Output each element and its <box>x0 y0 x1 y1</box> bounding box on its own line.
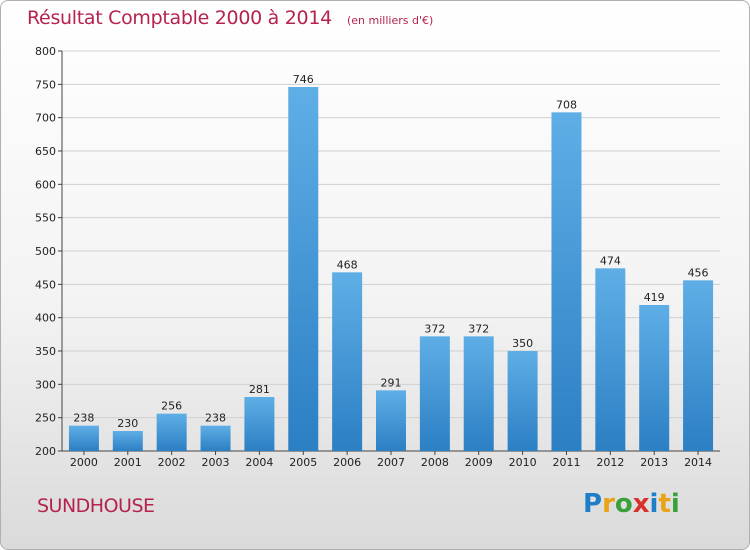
bar <box>376 390 406 451</box>
x-tick-label: 2012 <box>596 456 624 469</box>
y-tick-label: 750 <box>35 78 56 91</box>
bar <box>244 397 275 451</box>
logo-letter: x <box>632 489 650 519</box>
data-label: 238 <box>73 412 94 425</box>
bar <box>419 336 450 451</box>
x-tick-label: 2004 <box>245 456 273 469</box>
labels-layer: 238 230 256 238 281 746 468 291 372 372 350 708 474 4… <box>73 73 708 430</box>
data-label: 238 <box>205 412 226 425</box>
data-label: 708 <box>556 98 577 111</box>
place-name: SUNDHOUSE <box>37 495 155 517</box>
proxiti-logo[interactable]: Proxiti <box>583 489 680 519</box>
x-tick-label: 2013 <box>640 456 668 469</box>
data-label: 372 <box>424 322 445 335</box>
bar <box>332 272 363 451</box>
y-tick-label: 600 <box>35 178 56 191</box>
y-tick-label: 650 <box>35 145 56 158</box>
x-tick-label: 2006 <box>333 456 361 469</box>
bar <box>595 268 626 451</box>
x-tick-label: 2014 <box>684 456 712 469</box>
bar <box>112 431 143 451</box>
y-tick-label: 500 <box>35 245 56 258</box>
bars-layer <box>68 87 714 451</box>
x-tick-label: 2011 <box>552 456 580 469</box>
bar <box>156 413 187 451</box>
y-tick-label: 300 <box>35 378 56 391</box>
data-label: 419 <box>644 291 665 304</box>
bar <box>507 351 538 451</box>
x-tick-label: 2000 <box>70 456 98 469</box>
logo-letter: r <box>602 489 615 519</box>
data-label: 456 <box>688 266 709 279</box>
y-tick-label: 700 <box>35 112 56 125</box>
bar <box>639 305 670 451</box>
data-label: 350 <box>512 337 533 350</box>
logo-letter: i <box>649 489 659 519</box>
title-row: Résultat Comptable 2000 à 2014 (en milli… <box>27 7 433 29</box>
y-tick-label: 450 <box>35 278 56 291</box>
logo-letter: i <box>670 489 680 519</box>
data-label: 230 <box>117 417 138 430</box>
bar <box>200 425 231 451</box>
x-tick-label: 2010 <box>509 456 537 469</box>
data-label: 474 <box>600 254 621 267</box>
x-tick-label: 2003 <box>202 456 230 469</box>
x-tick-label: 2009 <box>465 456 493 469</box>
x-tick-label: 2008 <box>421 456 449 469</box>
bar <box>68 425 99 451</box>
bar <box>288 87 319 451</box>
data-label: 746 <box>293 73 314 86</box>
logo-letter: t <box>658 489 671 519</box>
y-tick-label: 550 <box>35 212 56 225</box>
axis-layer: 200 250 300 350 400 450 500 550 600 650 700 750 800 2… <box>35 45 720 469</box>
y-tick-label: 400 <box>35 312 56 325</box>
data-label: 468 <box>337 258 358 271</box>
y-tick-label: 200 <box>35 445 56 458</box>
data-label: 291 <box>381 376 402 389</box>
logo-letter: o <box>614 489 633 519</box>
y-tick-label: 250 <box>35 412 56 425</box>
logo-letter: P <box>583 489 603 519</box>
x-tick-label: 2002 <box>158 456 186 469</box>
y-tick-label: 350 <box>35 345 56 358</box>
x-tick-label: 2005 <box>289 456 317 469</box>
chart-title: Résultat Comptable 2000 à 2014 <box>27 7 332 29</box>
y-tick-label: 800 <box>35 45 56 58</box>
data-label: 372 <box>468 322 489 335</box>
data-label: 256 <box>161 400 182 413</box>
x-tick-label: 2007 <box>377 456 405 469</box>
chart-subtitle: (en milliers d'€) <box>346 14 434 27</box>
x-tick-label: 2001 <box>114 456 142 469</box>
bar <box>551 112 582 451</box>
bar <box>463 336 494 451</box>
data-label: 281 <box>249 383 270 396</box>
bar <box>683 280 714 451</box>
